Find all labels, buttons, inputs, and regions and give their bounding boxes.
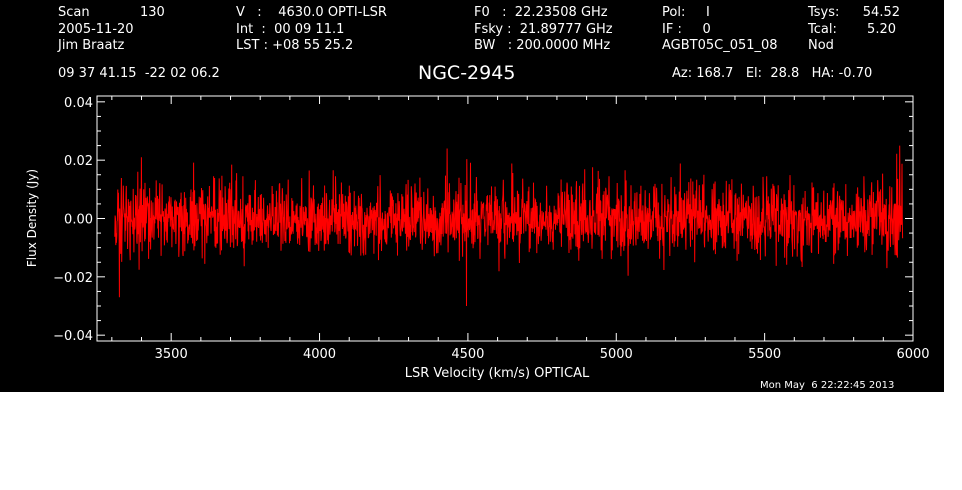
spectrum-plot-panel: Scan 130 2005-11-20 Jim Braatz V : 4630.…: [0, 0, 944, 392]
x-axis-label: LSR Velocity (km/s) OPTICAL: [405, 366, 590, 381]
bandwidth: BW : 200.0000 MHz: [474, 38, 611, 53]
tsys-value: 54.52: [862, 5, 900, 20]
y-tick-label: 0.02: [64, 154, 93, 169]
tcal-value: 5.20: [867, 22, 896, 37]
project-id: AGBT05C_051_08: [662, 38, 778, 53]
observer-name: Jim Braatz: [58, 38, 125, 53]
y-tick-label: −0.04: [53, 329, 93, 344]
axes-layer: 3500 4000 4500 5000 5500 6000 −0.04 −0.02 0.00 0.…: [53, 95, 930, 362]
observing-mode: Nod: [808, 38, 834, 53]
scan-number: 130: [140, 5, 165, 20]
y-axis-label: Flux Density (Jy): [25, 169, 39, 267]
y-tick-label: 0.04: [64, 96, 93, 111]
source-coordinates: 09 37 41.15 -22 02 06.2: [58, 66, 220, 81]
lst-info: LST : +08 55 25.2: [236, 38, 354, 53]
tsys-label: Tsys:: [808, 5, 840, 20]
x-tick-label: 3500: [155, 347, 188, 362]
pointing-info: Az: 168.7 El: 28.8 HA: -0.70: [672, 66, 873, 81]
polarization: Pol: I: [662, 5, 710, 20]
source-name: NGC-2945: [418, 62, 516, 84]
series-layer: [114, 145, 904, 307]
x-tick-label: 4500: [451, 347, 484, 362]
velocity-info: V : 4630.0 OPTI-LSR: [236, 5, 387, 20]
rest-frequency: F0 : 22.23508 GHz: [474, 5, 608, 20]
x-tick-label: 5500: [748, 347, 781, 362]
x-tick-label: 5000: [600, 347, 633, 362]
scan-label: Scan: [58, 5, 90, 20]
integration-time: Int : 00 09 11.1: [236, 22, 345, 37]
observation-date: 2005-11-20: [58, 22, 134, 37]
spectrum-chart: 3500 4000 4500 5000 5500 6000 −0.04 −0.02 0.00 0.…: [25, 95, 930, 381]
spectrum-series-line: [114, 145, 904, 307]
x-tick-label: 4000: [303, 347, 336, 362]
generated-timestamp: Mon May 6 22:22:45 2013: [760, 380, 895, 391]
tcal-label: Tcal:: [808, 22, 837, 37]
y-tick-label: −0.02: [53, 271, 93, 286]
if-number: IF : 0: [662, 22, 711, 37]
x-tick-label: 6000: [896, 347, 929, 362]
y-tick-label: 0.00: [64, 213, 93, 228]
sky-frequency: Fsky : 21.89777 GHz: [474, 22, 613, 37]
